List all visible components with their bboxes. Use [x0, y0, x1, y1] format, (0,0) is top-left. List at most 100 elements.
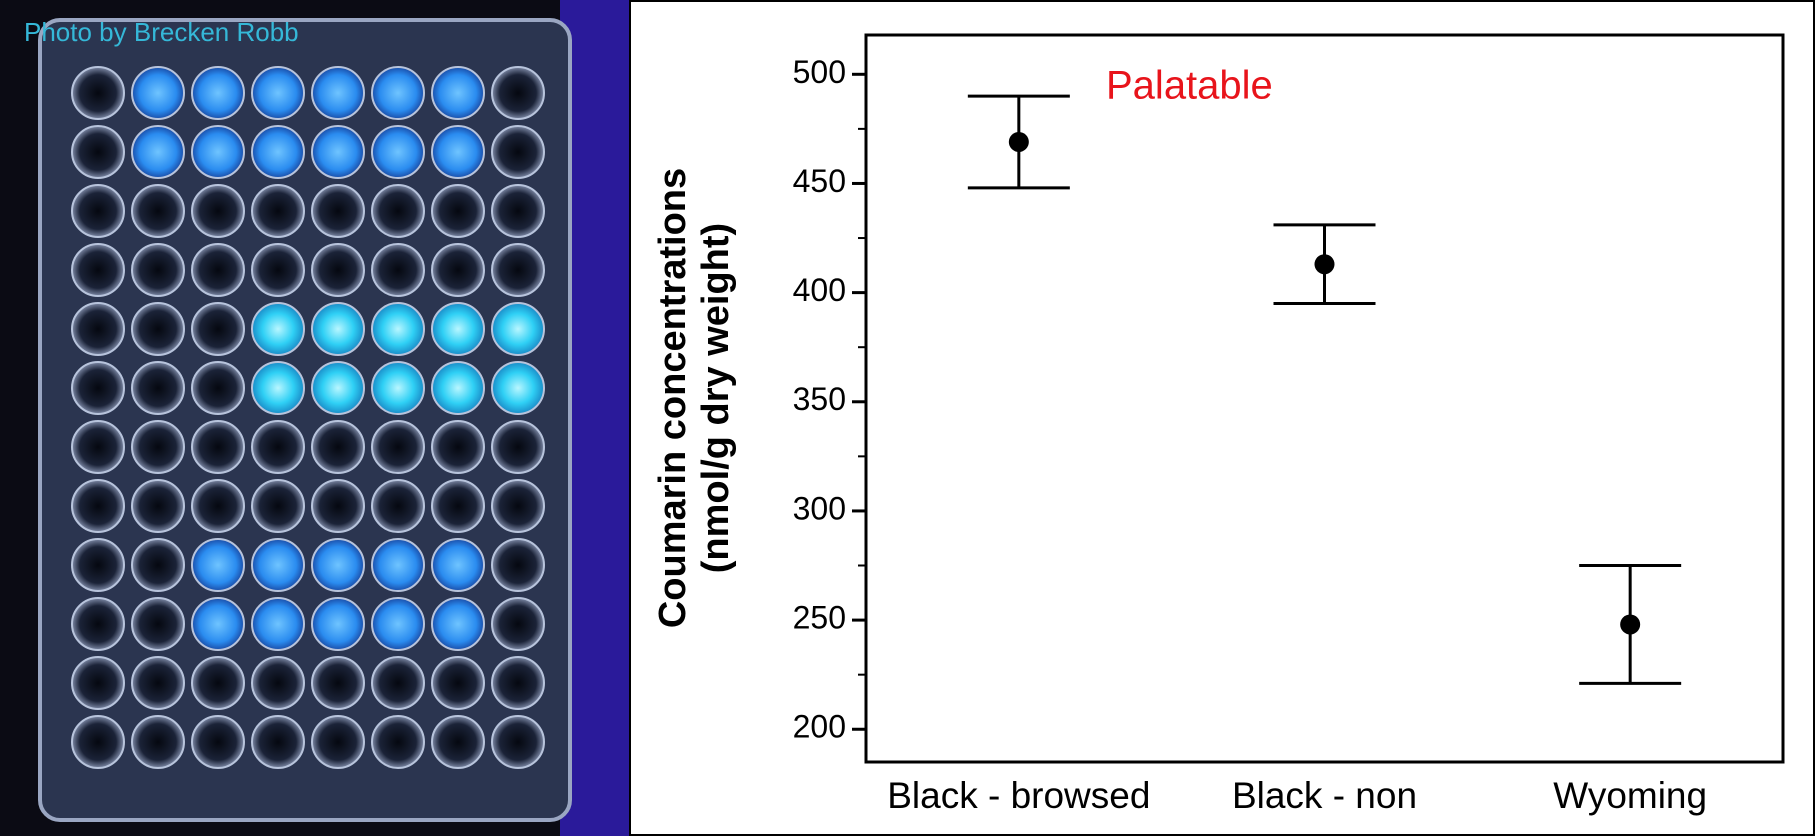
well	[372, 716, 424, 768]
well	[432, 362, 484, 414]
well	[72, 480, 124, 532]
well	[192, 126, 244, 178]
well	[192, 539, 244, 591]
well	[252, 126, 304, 178]
well	[192, 185, 244, 237]
y-tick-label: 400	[793, 272, 846, 308]
well	[72, 126, 124, 178]
well	[252, 480, 304, 532]
page: Photo by Brecken Robb Coumarin concentra…	[0, 0, 1816, 836]
annotation: Palatable	[1106, 64, 1273, 108]
well	[132, 185, 184, 237]
well	[492, 716, 544, 768]
well	[252, 539, 304, 591]
well	[492, 126, 544, 178]
well	[492, 244, 544, 296]
point	[1009, 132, 1029, 152]
well	[132, 303, 184, 355]
y-tick-label: 500	[793, 54, 846, 90]
well	[372, 362, 424, 414]
well	[492, 598, 544, 650]
well	[252, 67, 304, 119]
well	[132, 539, 184, 591]
well	[192, 362, 244, 414]
point	[1620, 614, 1640, 634]
well	[192, 303, 244, 355]
y-tick-label: 300	[793, 490, 846, 526]
x-tick-label: Wyoming	[1553, 775, 1707, 816]
photo-credit: Photo by Brecken Robb	[24, 17, 299, 47]
well	[432, 657, 484, 709]
well	[492, 303, 544, 355]
well	[132, 362, 184, 414]
well	[192, 480, 244, 532]
well	[192, 244, 244, 296]
well	[132, 657, 184, 709]
well	[252, 185, 304, 237]
well	[312, 598, 364, 650]
well	[432, 67, 484, 119]
well	[372, 598, 424, 650]
well	[132, 126, 184, 178]
y-tick-label: 250	[793, 600, 846, 636]
well	[492, 67, 544, 119]
well	[192, 421, 244, 473]
well	[132, 716, 184, 768]
well	[372, 244, 424, 296]
well	[72, 303, 124, 355]
well	[492, 539, 544, 591]
x-tick-label: Black - non	[1232, 775, 1417, 816]
well	[252, 598, 304, 650]
well	[72, 244, 124, 296]
well	[72, 362, 124, 414]
well	[372, 67, 424, 119]
well	[132, 598, 184, 650]
well	[312, 303, 364, 355]
well	[492, 421, 544, 473]
well	[312, 421, 364, 473]
well	[432, 303, 484, 355]
y-axis-label: Coumarin concentrations	[652, 168, 694, 628]
well	[492, 657, 544, 709]
y-tick-label: 200	[793, 709, 846, 745]
y-tick-label: 350	[793, 381, 846, 417]
well	[312, 480, 364, 532]
well	[72, 185, 124, 237]
well	[192, 716, 244, 768]
well	[432, 126, 484, 178]
well	[372, 480, 424, 532]
well	[132, 421, 184, 473]
well	[132, 480, 184, 532]
well	[72, 421, 124, 473]
well	[432, 716, 484, 768]
well	[312, 126, 364, 178]
point	[1315, 254, 1335, 274]
well	[132, 244, 184, 296]
well	[372, 421, 424, 473]
well	[492, 480, 544, 532]
photo	[0, 0, 630, 836]
well	[252, 716, 304, 768]
well	[432, 244, 484, 296]
well	[312, 539, 364, 591]
well	[432, 598, 484, 650]
well	[432, 185, 484, 237]
well	[252, 421, 304, 473]
well	[252, 362, 304, 414]
well	[132, 67, 184, 119]
well	[372, 185, 424, 237]
well	[192, 598, 244, 650]
well	[72, 598, 124, 650]
well	[312, 657, 364, 709]
well	[372, 126, 424, 178]
well	[252, 244, 304, 296]
y-tick-label: 450	[793, 163, 846, 199]
well	[252, 303, 304, 355]
well	[192, 67, 244, 119]
well	[312, 185, 364, 237]
well	[312, 67, 364, 119]
well	[312, 362, 364, 414]
well	[252, 657, 304, 709]
well	[492, 185, 544, 237]
well	[492, 362, 544, 414]
